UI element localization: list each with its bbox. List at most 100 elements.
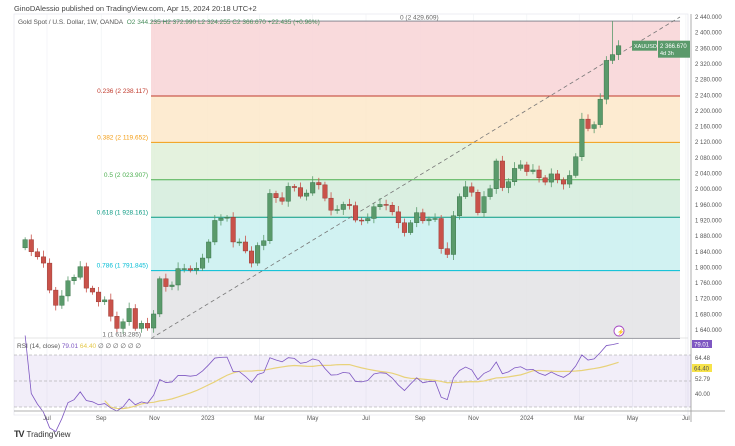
tv-logo-icon: TV [14,429,24,439]
candle [169,281,175,291]
fib-zone [151,95,680,143]
candle-body [542,177,548,183]
fib-zone [151,179,680,218]
candle [499,155,505,192]
candle-body [255,245,261,264]
candle [230,212,236,248]
candle [389,202,395,216]
candle-body [401,222,407,233]
candle-body [65,280,71,297]
candle-body [444,248,450,255]
candle [432,213,438,223]
symbol-tag-text: XAUUSD [634,44,657,50]
candle [591,121,597,134]
candle [554,169,560,184]
rsi-axis-label: 64.48 [695,356,711,362]
flash-news-icon [613,325,625,337]
rsi-axis-label: 52.79 [695,377,711,383]
symbol-name: Gold Spot / U.S. Dollar, 1W, OANDA [18,19,124,26]
candle-body [273,193,279,198]
candle [346,198,352,210]
candle [438,214,444,254]
candle [89,285,95,295]
candle-body [346,204,352,206]
candle-body [310,182,316,194]
fib-level-label: 0.618 (1 928.161) [97,209,148,216]
candle-body [77,266,83,278]
candle [505,178,511,194]
candle-body [126,308,132,322]
candle-body [536,169,542,179]
time-axis-label: Jul [43,416,51,422]
candle [157,276,163,318]
candle-body [414,212,420,223]
candle-body [475,192,481,213]
candle [236,238,242,246]
candle-body [481,196,487,213]
candle [96,286,102,307]
candle-body [561,179,567,185]
candle-body [493,160,499,189]
candle-body [206,241,212,259]
candle [395,205,401,229]
candle [414,207,420,228]
candle-body [108,299,114,317]
candle [401,218,407,237]
candle-body [548,173,554,183]
fib-trend-line [150,16,681,339]
countdown-text: 4d 3h [660,51,674,57]
candle [377,198,383,210]
candle-body [138,323,144,329]
candle-body [359,219,365,222]
candle [444,242,450,259]
candle-body [328,197,334,211]
candle [22,237,28,251]
candle [163,273,169,292]
candle [371,203,377,224]
candle-body [236,241,242,244]
candle-body [438,218,444,249]
candle-body [505,181,511,188]
fib-level-label: 0.382 (2 119.652) [97,134,148,141]
flash-news-glyph: ⚡ [617,328,624,336]
candle [291,184,297,192]
candle-body [28,239,34,252]
price-axis-label: 1 760.000 [695,281,722,287]
candle [585,114,591,132]
candle [487,184,493,200]
candle [536,165,542,183]
candle-body [212,220,218,243]
candle-body [224,217,230,219]
candle [463,180,469,199]
candle-body [457,196,463,216]
candle [285,182,291,207]
candle [224,214,230,222]
tradingview-logo[interactable]: TV TradingView [14,429,71,439]
candle [279,192,285,205]
candle [151,310,157,333]
candle [457,193,463,220]
candle-body [102,299,108,303]
candle [242,235,248,254]
price-axis-label: 2 440.000 [695,15,722,21]
candle [328,192,334,216]
candle-body [285,186,291,202]
candle-body [187,268,193,271]
fib-zone [151,217,680,271]
price-axis-label: 2 160.000 [695,125,722,131]
candle [530,164,536,175]
last-price-tag [658,40,690,58]
candle [59,290,65,309]
candle [297,182,303,199]
candle [249,246,255,268]
candle-body [120,321,126,329]
rsi-line [24,335,619,433]
rsi-value: 79.01 [61,343,79,350]
candle [548,168,554,188]
candle-body [132,308,138,329]
price-axis-label: 1 720.000 [695,297,722,303]
candle-body [524,164,530,172]
candle-body [383,204,389,206]
candle [181,263,187,273]
